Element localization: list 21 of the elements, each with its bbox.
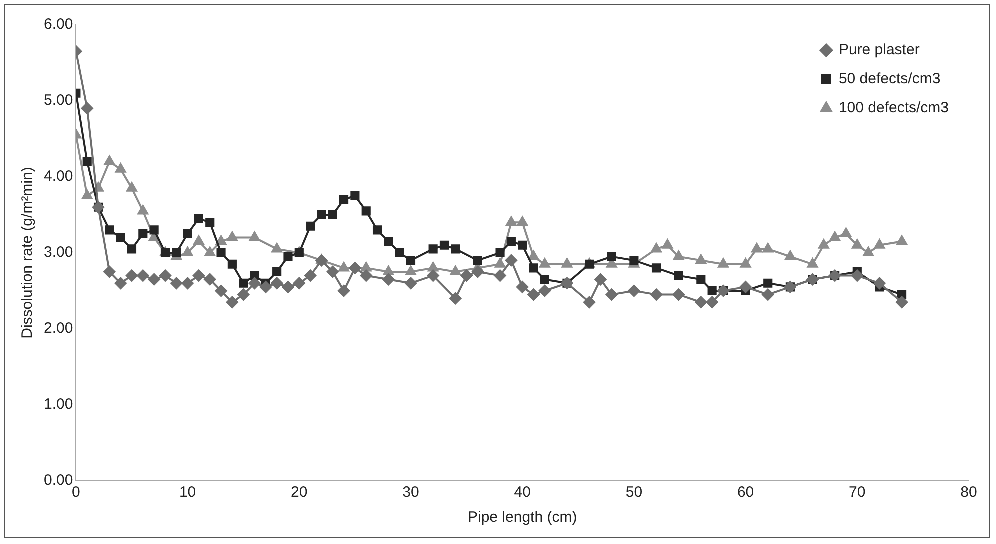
legend-label: Pure plaster [838, 42, 920, 59]
y-tick-label: 0.00 [44, 472, 74, 490]
x-tick-label: 60 [737, 484, 754, 502]
x-tick-label: 0 [72, 484, 80, 502]
y-tick-label: 4.00 [44, 168, 74, 186]
x-tick-label: 50 [626, 484, 643, 502]
x-axis-title: Pipe length (cm) [468, 509, 578, 526]
x-tick-label: 40 [514, 484, 531, 502]
x-tick-label: 70 [849, 484, 866, 502]
legend-label: 100 defects/cm3 [838, 100, 949, 117]
x-tick-label: 20 [291, 484, 308, 502]
y-tick-label: 3.00 [44, 244, 74, 262]
y-tick-label: 5.00 [44, 92, 74, 110]
x-tick-label: 80 [960, 484, 978, 502]
y-axis-title: Dissolution rate (g/m²min) [19, 167, 36, 339]
y-tick-label: 6.00 [44, 16, 74, 34]
y-tick-label: 1.00 [44, 396, 74, 414]
legend-label: 50 defects/cm3 [838, 70, 941, 88]
y-tick-label: 2.00 [44, 320, 74, 338]
x-tick-label: 10 [179, 484, 196, 502]
x-tick-label: 30 [402, 484, 420, 502]
